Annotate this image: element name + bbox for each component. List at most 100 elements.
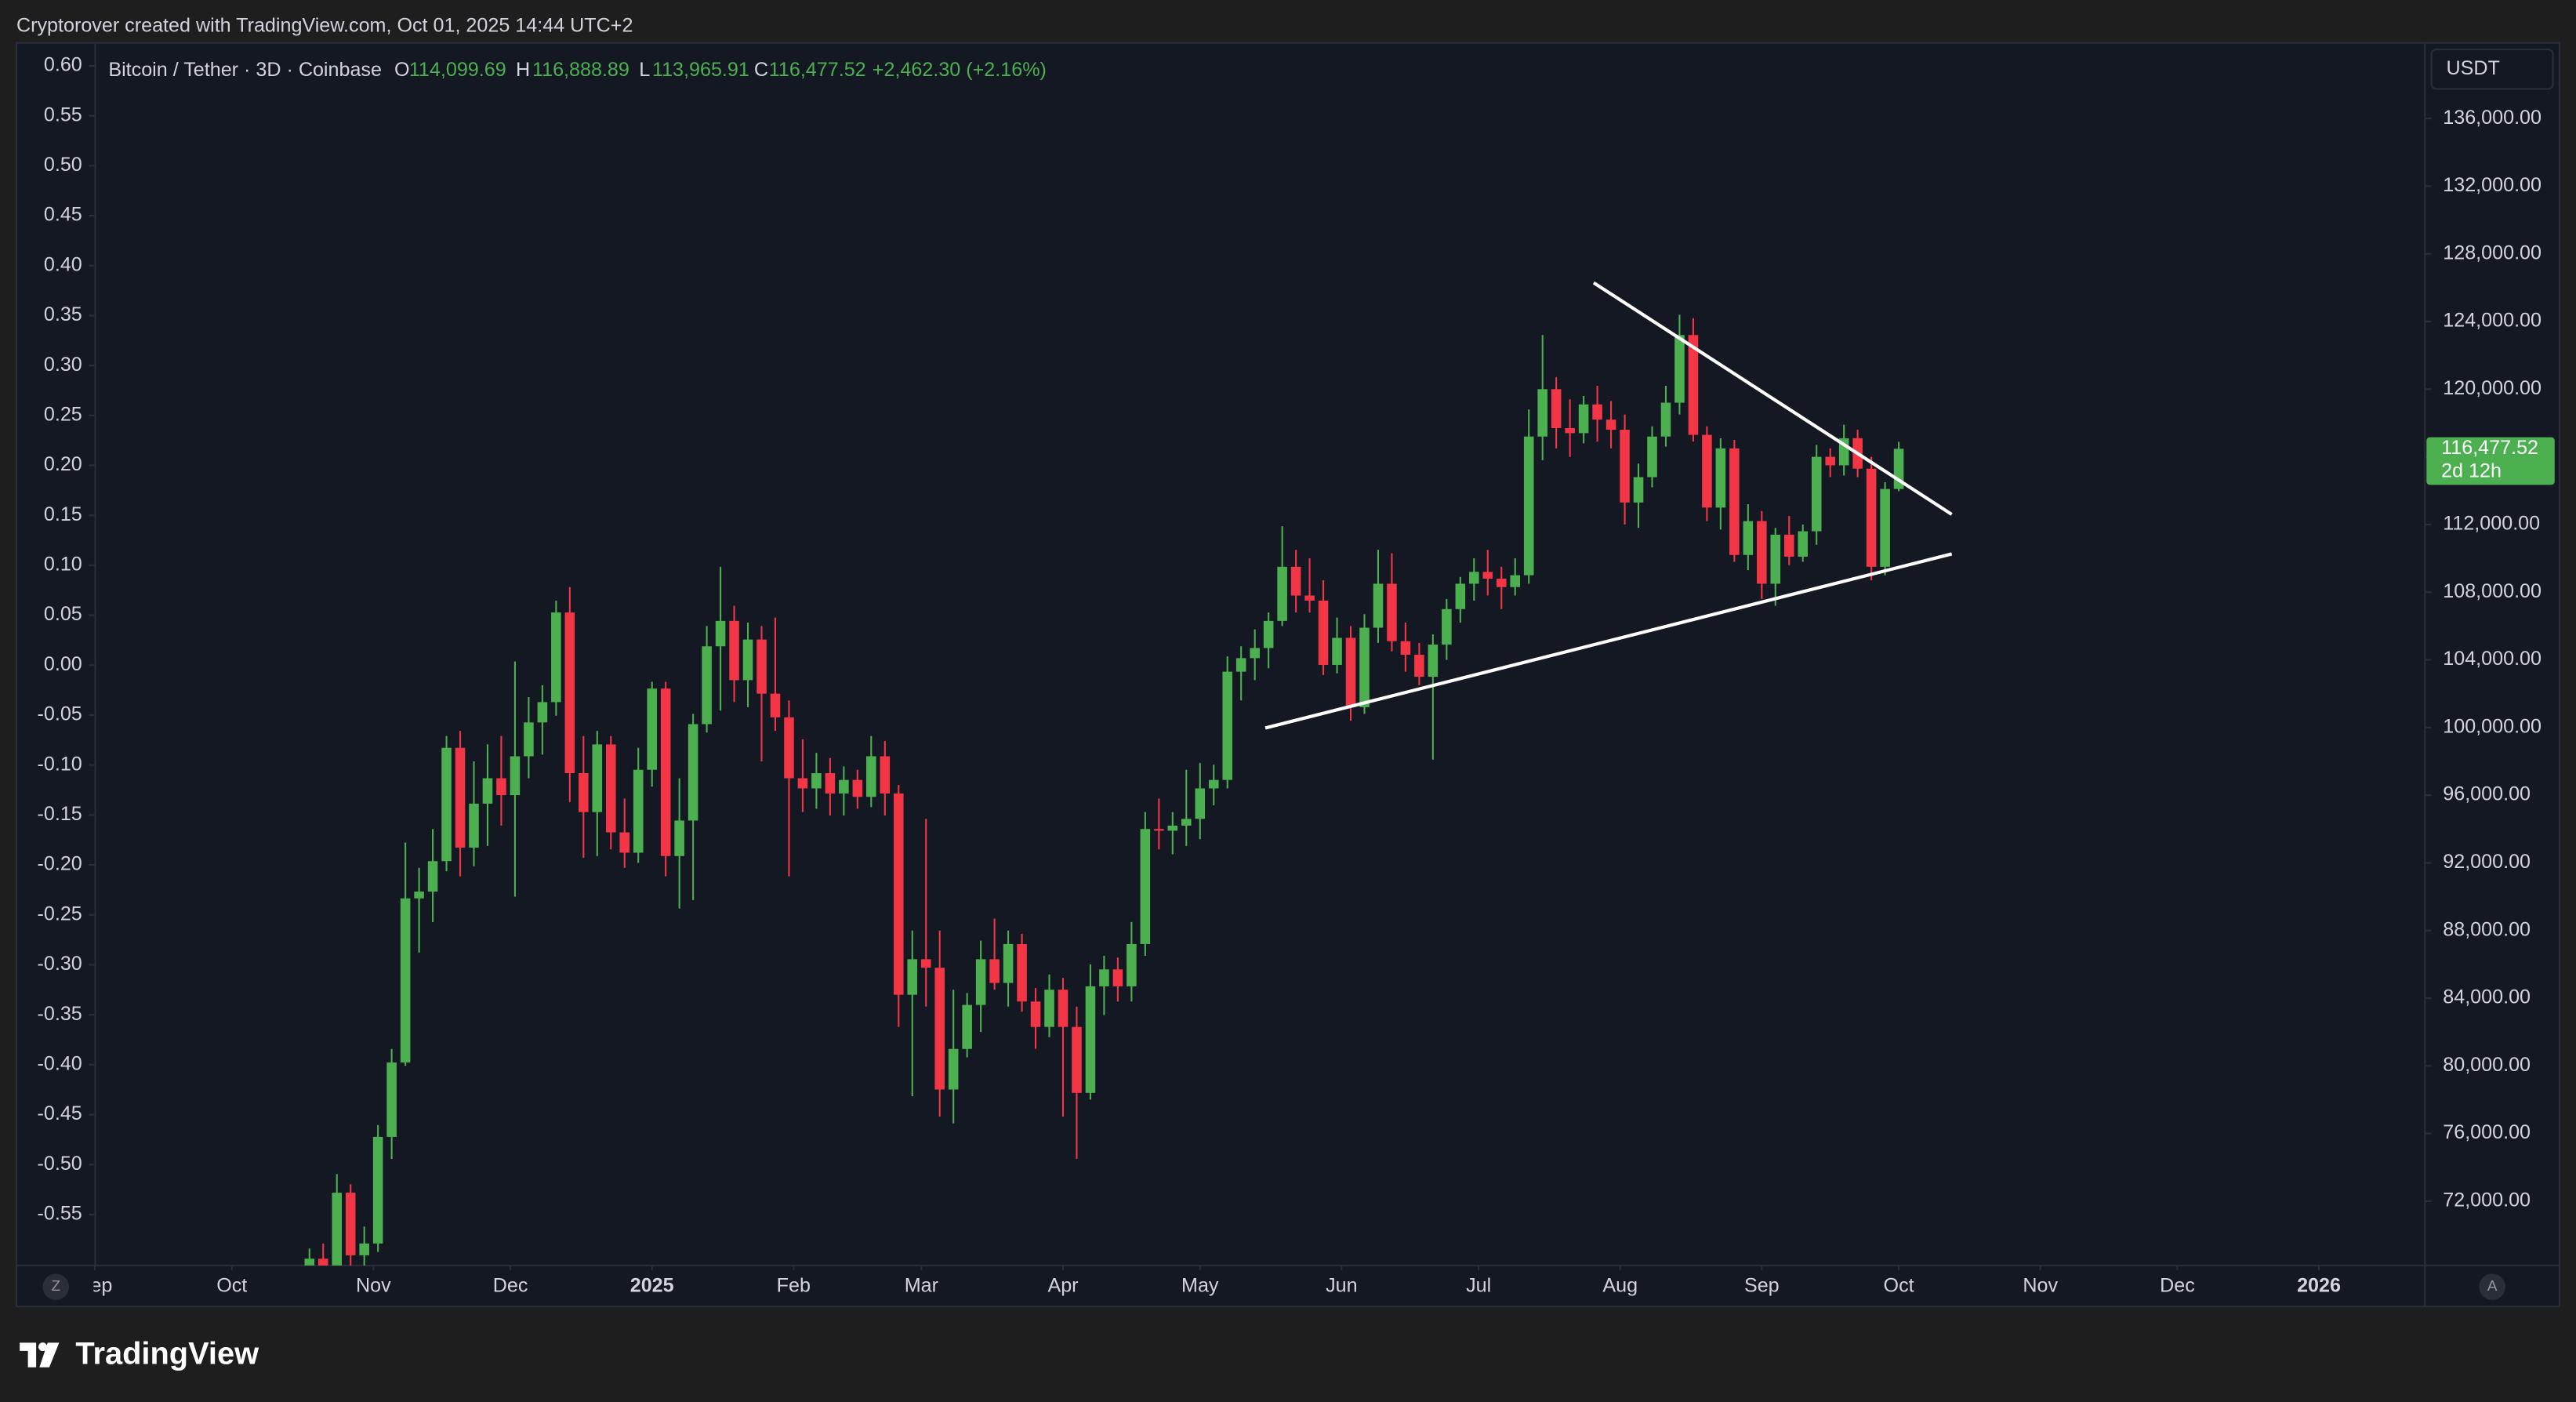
y2-tick-label: 0.15 — [44, 503, 82, 525]
candle-body — [742, 639, 753, 681]
candle-body — [989, 959, 1000, 983]
y-tick-label: 96,000.00 — [2443, 783, 2531, 805]
candle-body — [537, 702, 548, 723]
candle-body — [1811, 456, 1822, 532]
candle-body — [1290, 566, 1301, 596]
candle-body — [592, 744, 603, 812]
legend-key: C — [754, 59, 768, 81]
candle-body — [1660, 402, 1671, 437]
y2-tick-label: 0.35 — [44, 303, 82, 325]
candle-body — [1866, 468, 1877, 567]
x-tick-label: 2026 — [2297, 1275, 2341, 1297]
candle-body — [715, 620, 726, 647]
candle-body — [427, 861, 438, 892]
candle-body — [934, 968, 945, 1090]
y-tick-label: 88,000.00 — [2443, 918, 2531, 940]
x-tick-label: Jul — [1466, 1275, 1491, 1297]
candle-body — [1825, 456, 1835, 466]
candle-body — [1003, 943, 1014, 983]
y-tick-label: 80,000.00 — [2443, 1054, 2531, 1076]
y2-tick-label: 0.00 — [44, 653, 82, 675]
candle-body — [1127, 943, 1137, 986]
chart-frame — [15, 42, 2561, 1308]
candle-body — [1058, 990, 1068, 1027]
auto-scale-button-label[interactable]: A — [2487, 1277, 2498, 1294]
candle-body — [1743, 521, 1754, 555]
candle-body — [1222, 671, 1233, 780]
legend: Bitcoin / Tether · 3D · Coinbase O 114,0… — [108, 59, 1047, 81]
candle-body — [1605, 420, 1616, 430]
candle-body — [1770, 534, 1781, 584]
y-tick-label: 128,000.00 — [2443, 242, 2542, 263]
candle-body — [414, 892, 424, 899]
candle-body — [907, 959, 918, 995]
last-price-box — [2426, 437, 2555, 485]
legend-value: 116,888.89 — [532, 59, 629, 81]
x-tick-label: Dec — [493, 1275, 528, 1297]
candle-body — [1620, 430, 1630, 503]
legend-value: 114,099.69 — [409, 59, 506, 81]
y-tick-label: 120,000.00 — [2443, 377, 2542, 399]
watermark: Cryptorover created with TradingView.com… — [16, 14, 633, 36]
candle-body — [1318, 600, 1329, 665]
y2-tick-label: -0.20 — [38, 853, 82, 875]
x-tick-label: Apr — [1047, 1275, 1078, 1297]
currency[interactable]: USDT — [2446, 57, 2499, 79]
legend-key: O — [394, 59, 410, 81]
candle-body — [1442, 608, 1452, 645]
candle-body — [1085, 986, 1096, 1093]
y2-tick-label: -0.25 — [38, 903, 82, 924]
candle-body — [1783, 534, 1794, 557]
candle-body — [1400, 641, 1411, 656]
candle-body — [1017, 943, 1027, 1002]
y-tick-label: 72,000.00 — [2443, 1190, 2531, 1211]
y-tick-label: 92,000.00 — [2443, 851, 2531, 873]
candle-body — [605, 744, 616, 833]
x-tick-label: Feb — [777, 1275, 811, 1297]
auto-scale-button[interactable] — [2479, 1273, 2505, 1300]
candle-body — [893, 793, 904, 995]
candle-body — [852, 779, 863, 797]
y2-tick-label: 0.50 — [44, 154, 82, 176]
y-tick-label: 108,000.00 — [2443, 580, 2542, 602]
candle-body — [1523, 436, 1534, 576]
x-tick-label: Oct — [1884, 1275, 1914, 1297]
candle-body — [400, 898, 411, 1062]
y-tick-label: 136,000.00 — [2443, 107, 2542, 129]
candle-body — [1757, 521, 1767, 584]
candle-body — [551, 612, 561, 703]
candle-body — [496, 778, 506, 796]
candle-body — [1250, 648, 1260, 659]
candle-body — [1359, 627, 1370, 707]
legend-change: +2,462.30 (+2.16%) — [873, 59, 1047, 81]
candle-body — [1688, 335, 1699, 435]
y2-tick-label: -0.05 — [38, 703, 82, 725]
x-tick-label: Mar — [905, 1275, 938, 1297]
last-price-label: 116,477.52 — [2441, 437, 2538, 459]
legend-key: L — [639, 59, 650, 81]
legend-key: H — [516, 59, 530, 81]
candle-body — [619, 832, 630, 853]
time-axis: Sep Oct Nov Dec 2025 Feb Mar Apr May Jun Jul Aug Sep… — [93, 1265, 2341, 1297]
candle-body — [633, 769, 644, 853]
candle-body — [674, 820, 684, 856]
y2-tick-label: -0.10 — [38, 753, 82, 775]
time-zone-button[interactable] — [42, 1273, 70, 1300]
candle-body — [1154, 829, 1164, 831]
x-tick-label: May — [1181, 1275, 1219, 1297]
candle-body — [1112, 969, 1123, 986]
candle-body — [1578, 404, 1589, 434]
currency-box[interactable] — [2430, 49, 2554, 90]
candle-body — [1072, 1026, 1082, 1093]
y2-tick-label: 0.30 — [44, 354, 82, 376]
y2-tick-label: 0.10 — [44, 554, 82, 576]
candle-body — [688, 724, 698, 821]
candle-body — [1208, 779, 1219, 789]
candle-body — [756, 639, 767, 694]
candle-body — [784, 717, 794, 779]
candle-body — [1455, 583, 1466, 609]
time-zone-button-label[interactable]: Z — [51, 1277, 60, 1294]
countdown: 2d 12h — [2441, 459, 2502, 481]
y2-tick-label: -0.55 — [38, 1203, 82, 1225]
